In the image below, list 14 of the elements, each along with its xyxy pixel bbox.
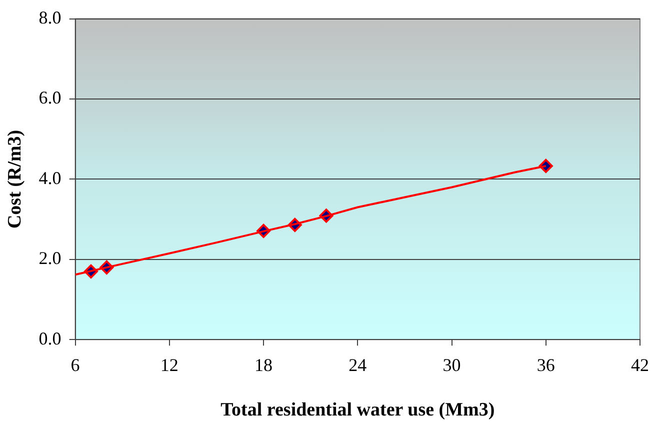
x-tick-label: 18 [254,355,273,376]
x-tick-label: 42 [631,355,649,376]
y-tick-label: 0.0 [38,328,62,348]
x-tick-label: 24 [348,355,367,376]
y-tick-label: 6.0 [38,88,62,108]
x-tick-label: 12 [160,355,178,376]
y-axis-title: Cost (R/m3) [4,130,26,229]
y-tick-label: 8.0 [38,8,62,28]
x-tick-label: 36 [536,355,555,376]
y-tick-label: 4.0 [38,168,62,188]
x-axis-title: Total residential water use (Mm3) [220,400,495,421]
x-tick-label: 6 [70,355,80,376]
x-tick-label: 30 [442,355,461,376]
y-tick-label: 2.0 [38,248,62,268]
